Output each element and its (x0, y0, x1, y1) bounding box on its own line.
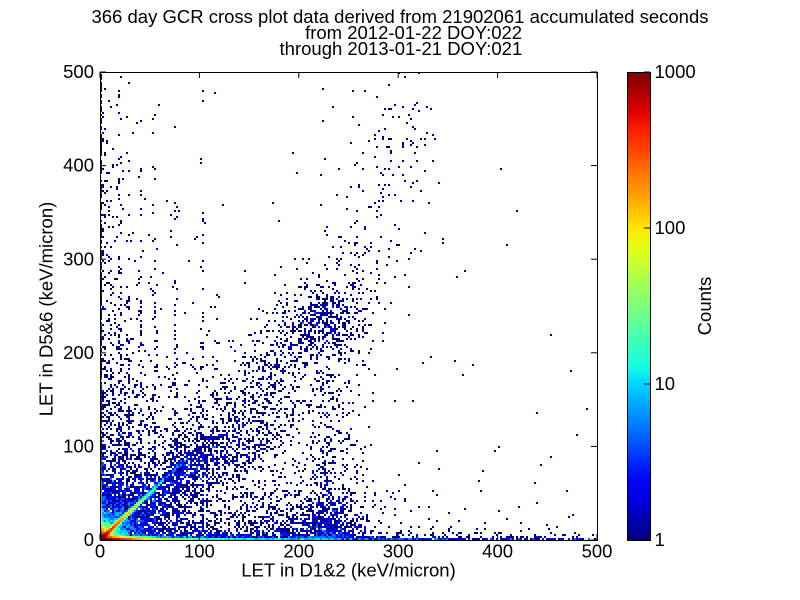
svg-text:1000: 1000 (655, 61, 696, 82)
svg-text:0: 0 (95, 541, 105, 562)
svg-text:from 2012-01-22 DOY:022: from 2012-01-22 DOY:022 (305, 22, 522, 43)
svg-text:500: 500 (63, 61, 94, 82)
svg-text:LET in D1&2 (keV/micron): LET in D1&2 (keV/micron) (241, 560, 456, 581)
svg-text:300: 300 (63, 248, 94, 269)
svg-text:300: 300 (383, 541, 414, 562)
svg-text:10: 10 (655, 373, 676, 394)
svg-text:0: 0 (84, 529, 94, 550)
svg-text:LET in D5&6 (keV/micron): LET in D5&6 (keV/micron) (36, 202, 57, 417)
svg-text:100: 100 (184, 541, 215, 562)
svg-text:400: 400 (63, 155, 94, 176)
svg-text:366 day GCR cross plot data de: 366 day GCR cross plot data derived from… (91, 6, 708, 27)
svg-text:Counts: Counts (694, 277, 715, 336)
svg-text:500: 500 (582, 541, 613, 562)
svg-text:200: 200 (283, 541, 314, 562)
svg-text:1: 1 (655, 529, 665, 550)
svg-text:100: 100 (655, 217, 686, 238)
svg-text:400: 400 (482, 541, 513, 562)
svg-text:200: 200 (63, 342, 94, 363)
svg-text:through 2013-01-21 DOY:021: through 2013-01-21 DOY:021 (280, 38, 523, 59)
svg-text:100: 100 (63, 436, 94, 457)
